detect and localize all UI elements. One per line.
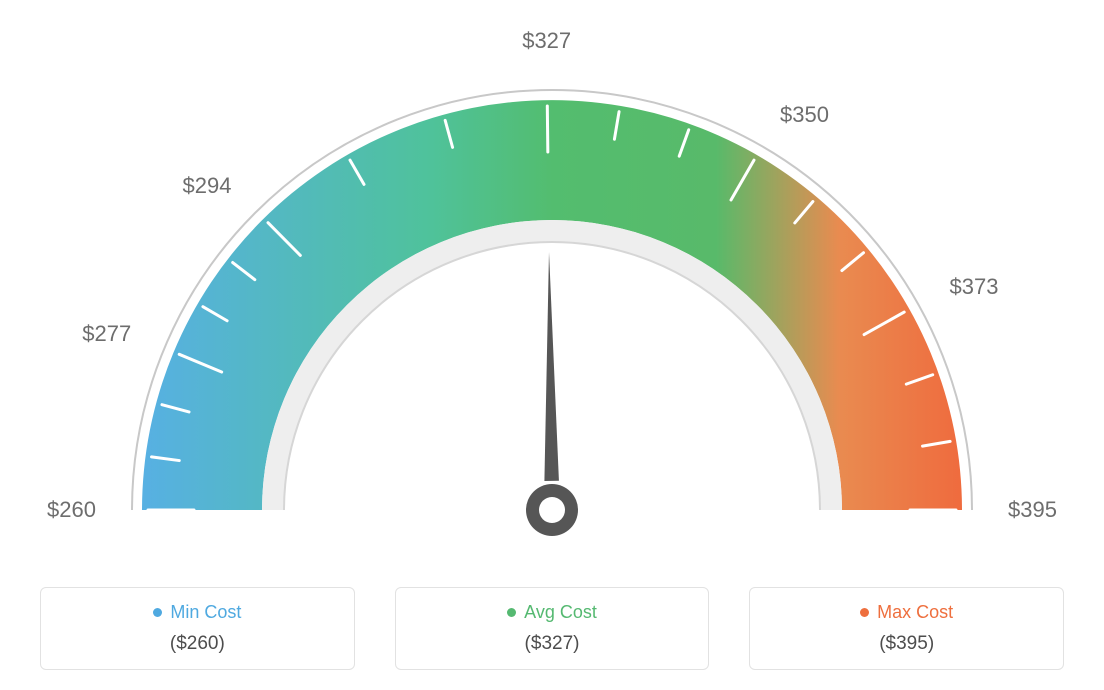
legend-avg-value: ($327): [406, 633, 699, 655]
gauge-tick-label: $350: [780, 102, 829, 128]
dot-icon: [507, 608, 516, 617]
gauge-tick-label: $294: [182, 173, 231, 199]
legend-row: Min Cost ($260) Avg Cost ($327) Max Cost…: [0, 587, 1104, 670]
legend-max-title: Max Cost: [860, 602, 953, 623]
legend-min-card: Min Cost ($260): [40, 587, 355, 670]
legend-max-value: ($395): [760, 633, 1053, 655]
dot-icon: [860, 608, 869, 617]
gauge-tick-label: $277: [82, 321, 131, 347]
legend-avg-card: Avg Cost ($327): [395, 587, 710, 670]
legend-min-title: Min Cost: [153, 602, 241, 623]
gauge-tick-label: $327: [522, 28, 571, 54]
legend-min-value: ($260): [51, 633, 344, 655]
dot-icon: [153, 608, 162, 617]
legend-min-label: Min Cost: [170, 602, 241, 623]
gauge-tick-label: $395: [1008, 497, 1057, 523]
gauge-chart: $260 $277 $294 $327 $350 $373 $395: [0, 0, 1104, 570]
gauge-tick-label: $260: [47, 497, 96, 523]
cost-gauge-container: $260 $277 $294 $327 $350 $373 $395 Min Cost ($…: [0, 0, 1104, 690]
legend-max-label: Max Cost: [877, 602, 953, 623]
legend-max-card: Max Cost ($395): [749, 587, 1064, 670]
legend-avg-label: Avg Cost: [524, 602, 597, 623]
gauge-tick-label: $373: [950, 274, 999, 300]
legend-avg-title: Avg Cost: [507, 602, 597, 623]
